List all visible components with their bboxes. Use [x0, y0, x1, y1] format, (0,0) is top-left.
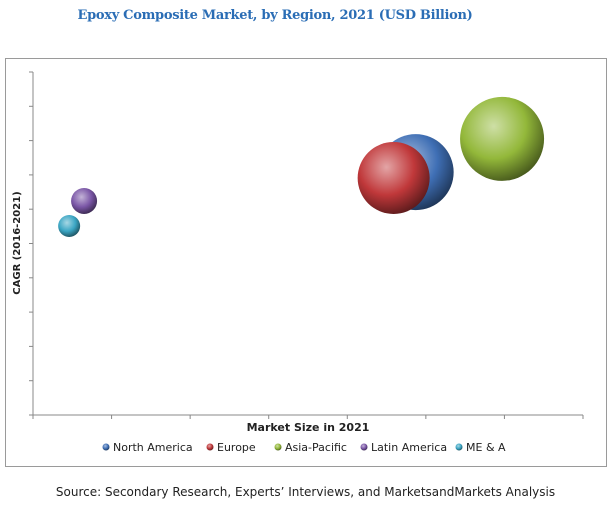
chart-frame	[5, 58, 607, 467]
axes	[29, 71, 584, 419]
bubble-europe	[357, 141, 430, 214]
legend-marker	[274, 443, 282, 451]
chart-title: Epoxy Composite Market, by Region, 2021 …	[77, 8, 473, 23]
legend-label: Europe	[217, 441, 256, 454]
legend: North America Europe Asia-Pacific Latin Ame…	[102, 441, 506, 454]
bubbles	[58, 96, 545, 238]
legend-marker	[102, 443, 110, 451]
legend-marker	[206, 443, 214, 451]
legend-label: Latin America	[371, 441, 447, 454]
bubble-asia-pacific	[460, 96, 545, 181]
legend-label: ME & A	[466, 441, 506, 454]
bubble-me-a	[58, 215, 81, 238]
bubble-chart: Market Size in 2021 CAGR (2016-2021) Nor…	[12, 71, 584, 454]
legend-marker	[455, 443, 463, 451]
legend-marker	[360, 443, 368, 451]
legend-label: Asia-Pacific	[285, 441, 347, 454]
legend-label: North America	[113, 441, 193, 454]
x-axis-label: Market Size in 2021	[247, 421, 370, 434]
bubble-latin-america	[71, 187, 98, 214]
y-axis-label: CAGR (2016-2021)	[12, 191, 23, 294]
source-note: Source: Secondary Research, Experts’ Int…	[55, 485, 556, 499]
